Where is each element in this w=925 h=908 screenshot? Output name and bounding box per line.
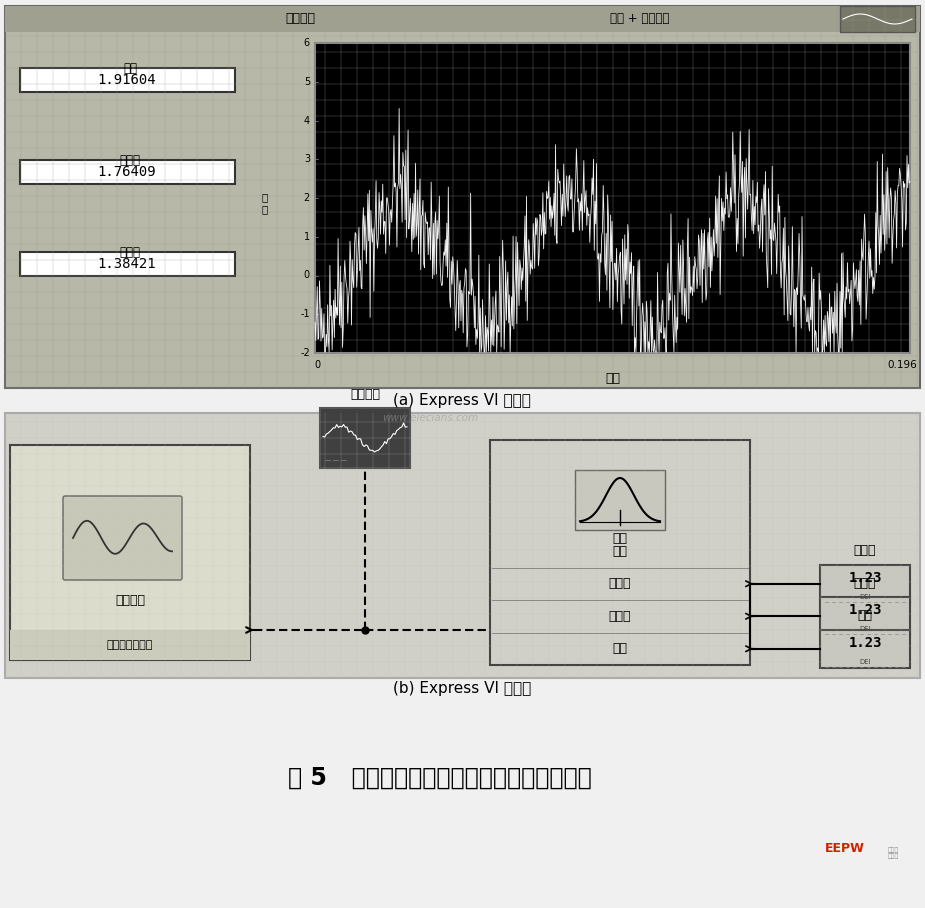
Text: (b) Express VI 后面板: (b) Express VI 后面板 xyxy=(393,680,531,696)
Bar xyxy=(320,408,410,468)
Bar xyxy=(5,6,920,32)
Text: 仿真信号: 仿真信号 xyxy=(115,594,145,607)
Text: 均方値: 均方値 xyxy=(119,153,141,166)
Bar xyxy=(10,630,250,660)
Text: 4: 4 xyxy=(304,115,310,125)
Bar xyxy=(315,43,910,353)
Text: (a) Express VI 前面板: (a) Express VI 前面板 xyxy=(393,393,531,409)
Bar xyxy=(20,252,235,276)
Bar xyxy=(820,597,910,636)
Bar xyxy=(820,630,910,667)
Text: 信号: 信号 xyxy=(612,545,627,558)
Text: 统计: 统计 xyxy=(612,531,627,545)
Bar xyxy=(5,6,920,388)
Text: 波形图表: 波形图表 xyxy=(350,388,380,400)
Text: -2: -2 xyxy=(301,348,310,358)
Text: 电子系
品世界: 电子系 品世界 xyxy=(887,847,898,859)
Text: 0: 0 xyxy=(304,271,310,281)
Text: 2: 2 xyxy=(303,193,310,203)
Text: 均方根: 均方根 xyxy=(609,577,631,590)
Text: DEI: DEI xyxy=(859,627,870,632)
Text: 图 5   随机信号幅値特征値求取演示前后面板: 图 5 随机信号幅値特征値求取演示前后面板 xyxy=(288,766,592,790)
Text: 0: 0 xyxy=(314,360,320,370)
Text: 振
幅: 振 幅 xyxy=(262,192,268,214)
Text: 1.76409: 1.76409 xyxy=(98,165,156,179)
Text: 均値: 均値 xyxy=(857,609,872,622)
Bar xyxy=(20,160,235,184)
Text: 标准差: 标准差 xyxy=(854,577,876,590)
Text: 1.23: 1.23 xyxy=(848,571,882,585)
Text: DEI: DEI xyxy=(859,658,870,665)
Text: 5: 5 xyxy=(303,77,310,87)
Text: 均値: 均値 xyxy=(123,62,137,74)
Text: 0.196: 0.196 xyxy=(887,360,917,370)
Text: 时间: 时间 xyxy=(605,371,620,384)
Text: 1.38421: 1.38421 xyxy=(98,257,156,271)
Bar xyxy=(840,6,915,32)
Bar xyxy=(20,68,235,92)
Text: 3: 3 xyxy=(304,154,310,164)
Text: 标准差: 标准差 xyxy=(119,245,141,259)
Text: EEPW: EEPW xyxy=(825,842,865,854)
Text: 三角 + 泊松噪声: 三角 + 泊松噪声 xyxy=(610,13,670,25)
Text: 1.91604: 1.91604 xyxy=(98,73,156,87)
Text: 均方値: 均方値 xyxy=(854,544,876,558)
Bar xyxy=(575,470,665,530)
Bar xyxy=(820,565,910,603)
Text: 1.23: 1.23 xyxy=(848,636,882,650)
Text: 1: 1 xyxy=(304,232,310,242)
Text: 波形图表: 波形图表 xyxy=(285,13,315,25)
Text: 三角与泊松噪声: 三角与泊松噪声 xyxy=(106,640,154,650)
Bar xyxy=(10,445,250,660)
FancyBboxPatch shape xyxy=(63,496,182,580)
Text: 标准差: 标准差 xyxy=(609,610,631,623)
Text: 6: 6 xyxy=(304,38,310,48)
Text: -1: -1 xyxy=(301,310,310,320)
Text: DEI: DEI xyxy=(859,594,870,600)
Text: www.elecians.com: www.elecians.com xyxy=(382,413,478,423)
Bar xyxy=(5,413,920,678)
Text: 方差: 方差 xyxy=(612,642,627,656)
Bar xyxy=(490,440,750,665)
Text: 1.23: 1.23 xyxy=(848,603,882,617)
